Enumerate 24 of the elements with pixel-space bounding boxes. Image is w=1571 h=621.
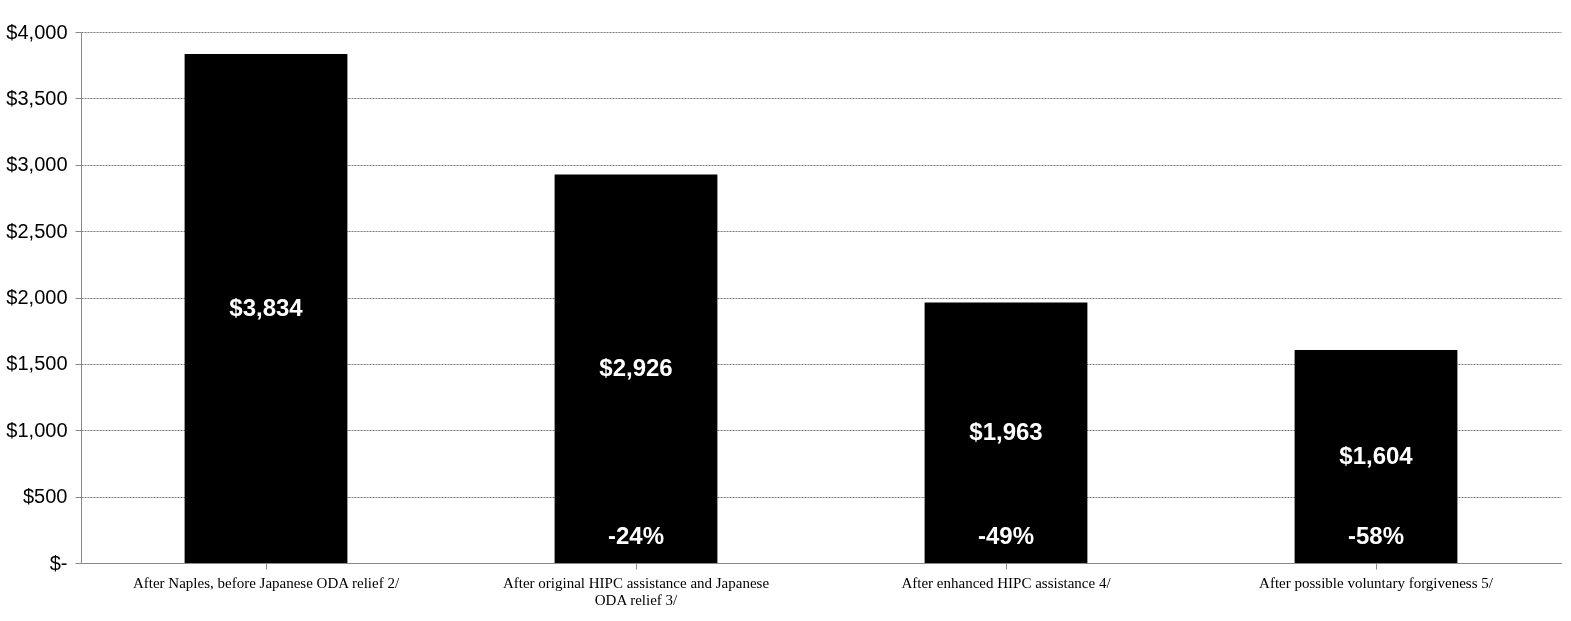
y-tick-label: $1,500: [6, 352, 68, 375]
data-label: $1,604: [1339, 441, 1414, 469]
data-label: $1,963: [969, 417, 1043, 445]
y-tick-label: $3,500: [6, 86, 68, 109]
annotation: -24%: [607, 522, 665, 549]
y-tick-label: $3,000: [6, 153, 68, 176]
y-tick-label: $-: [49, 551, 68, 574]
x-tick-label: After enhanced HIPC assistance 4/: [901, 574, 1112, 591]
bar: [184, 54, 348, 563]
bar: [924, 302, 1088, 563]
y-tick-label: $2,000: [6, 286, 68, 308]
y-tick-label: $500: [23, 485, 68, 508]
y-tick-label: $2,500: [6, 219, 68, 242]
x-tick-label: After possible voluntary forgiveness 5/: [1259, 574, 1494, 591]
data-label: $3,834: [229, 293, 304, 321]
y-tick-label: $4,000: [6, 20, 68, 43]
bar: [1294, 350, 1458, 563]
annotation: -49%: [977, 522, 1035, 549]
y-tick-label: $1,000: [6, 418, 68, 441]
bar: [554, 174, 718, 563]
x-tick-label: After Naples, before Japanese ODA relief 2/: [132, 574, 400, 591]
x-tick-label: After original HIPC assistance and Japanese ODA relief 3/: [502, 574, 770, 608]
data-label: $2,926: [599, 353, 673, 381]
annotation: -58%: [1347, 522, 1405, 549]
